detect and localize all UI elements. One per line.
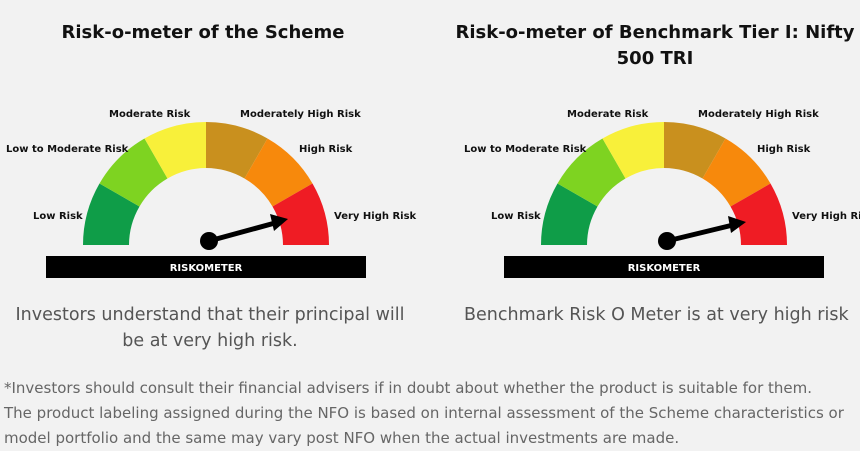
- scheme-risk-caption: Investors understand that their principa…: [0, 302, 420, 354]
- scheme-riskometer-panel: Risk-o-meter of the Scheme Low Risk Low …: [0, 0, 430, 360]
- label-high-risk: High Risk: [757, 144, 811, 155]
- segment-moderate: [144, 122, 206, 179]
- disclaimer-text: *Investors should consult their financia…: [4, 376, 860, 451]
- disclaimer-line1: *Investors should consult their financia…: [4, 379, 813, 397]
- segment-low-to-moderate: [557, 138, 626, 207]
- label-moderately-high-risk: Moderately High Risk: [240, 109, 361, 120]
- label-high-risk: High Risk: [299, 144, 353, 155]
- scheme-riskometer-title: Risk-o-meter of the Scheme: [61, 22, 345, 43]
- benchmark-title-line2: 500 TRI: [616, 48, 694, 69]
- needle-arrowhead: [728, 216, 746, 233]
- scheme-risk-caption-line2: be at very high risk.: [122, 331, 298, 351]
- gauge-needle: [666, 222, 734, 244]
- label-low-risk: Low Risk: [491, 211, 541, 222]
- riskometer-bar: [504, 256, 824, 278]
- segment-very-high: [272, 183, 329, 245]
- needle-arrowhead: [270, 214, 288, 231]
- riskometer-bar: [46, 256, 366, 278]
- segment-moderate: [602, 122, 664, 179]
- benchmark-riskometer-title: Risk-o-meter of Benchmark Tier I: Nifty …: [440, 20, 860, 72]
- label-moderately-high-risk: Moderately High Risk: [698, 109, 819, 120]
- label-moderate-risk: Moderate Risk: [567, 109, 649, 120]
- needle-pivot: [658, 232, 676, 250]
- segment-low: [541, 183, 598, 245]
- segment-moderately-high: [206, 122, 268, 179]
- benchmark-riskometer-panel: Risk-o-meter of Benchmark Tier I: Nifty …: [430, 0, 860, 360]
- disclaimer-line2: The product labeling assigned during the…: [4, 404, 844, 422]
- label-low-to-moderate-risk: Low to Moderate Risk: [6, 144, 129, 155]
- segment-low: [83, 183, 140, 245]
- needle-pivot: [200, 232, 218, 250]
- disclaimer-line3: model portfolio and the same may vary po…: [4, 429, 680, 447]
- riskometer-bar-label: RISKOMETER: [170, 263, 243, 274]
- gauge-needle: [208, 220, 276, 244]
- label-low-to-moderate-risk: Low to Moderate Risk: [464, 144, 587, 155]
- segment-high: [702, 138, 771, 207]
- label-moderate-risk: Moderate Risk: [109, 109, 191, 120]
- segment-very-high: [730, 183, 787, 245]
- segment-low-to-moderate: [99, 138, 168, 207]
- label-very-high-risk: Very High Risk: [792, 211, 860, 222]
- segment-moderately-high: [664, 122, 726, 179]
- label-low-risk: Low Risk: [33, 211, 83, 222]
- riskometer-bar-label: RISKOMETER: [628, 263, 701, 274]
- benchmark-title-line1: Risk-o-meter of Benchmark Tier I: Nifty: [455, 22, 855, 43]
- segment-high: [244, 138, 313, 207]
- benchmark-risk-caption: Benchmark Risk O Meter is at very high r…: [464, 305, 849, 325]
- benchmark-riskometer-gauge: Low Risk Low to Moderate Risk Moderate R…: [464, 109, 860, 278]
- label-very-high-risk: Very High Risk: [334, 211, 417, 222]
- scheme-riskometer-gauge: Low Risk Low to Moderate Risk Moderate R…: [6, 109, 417, 278]
- scheme-risk-caption-line1: Investors understand that their principa…: [15, 305, 405, 325]
